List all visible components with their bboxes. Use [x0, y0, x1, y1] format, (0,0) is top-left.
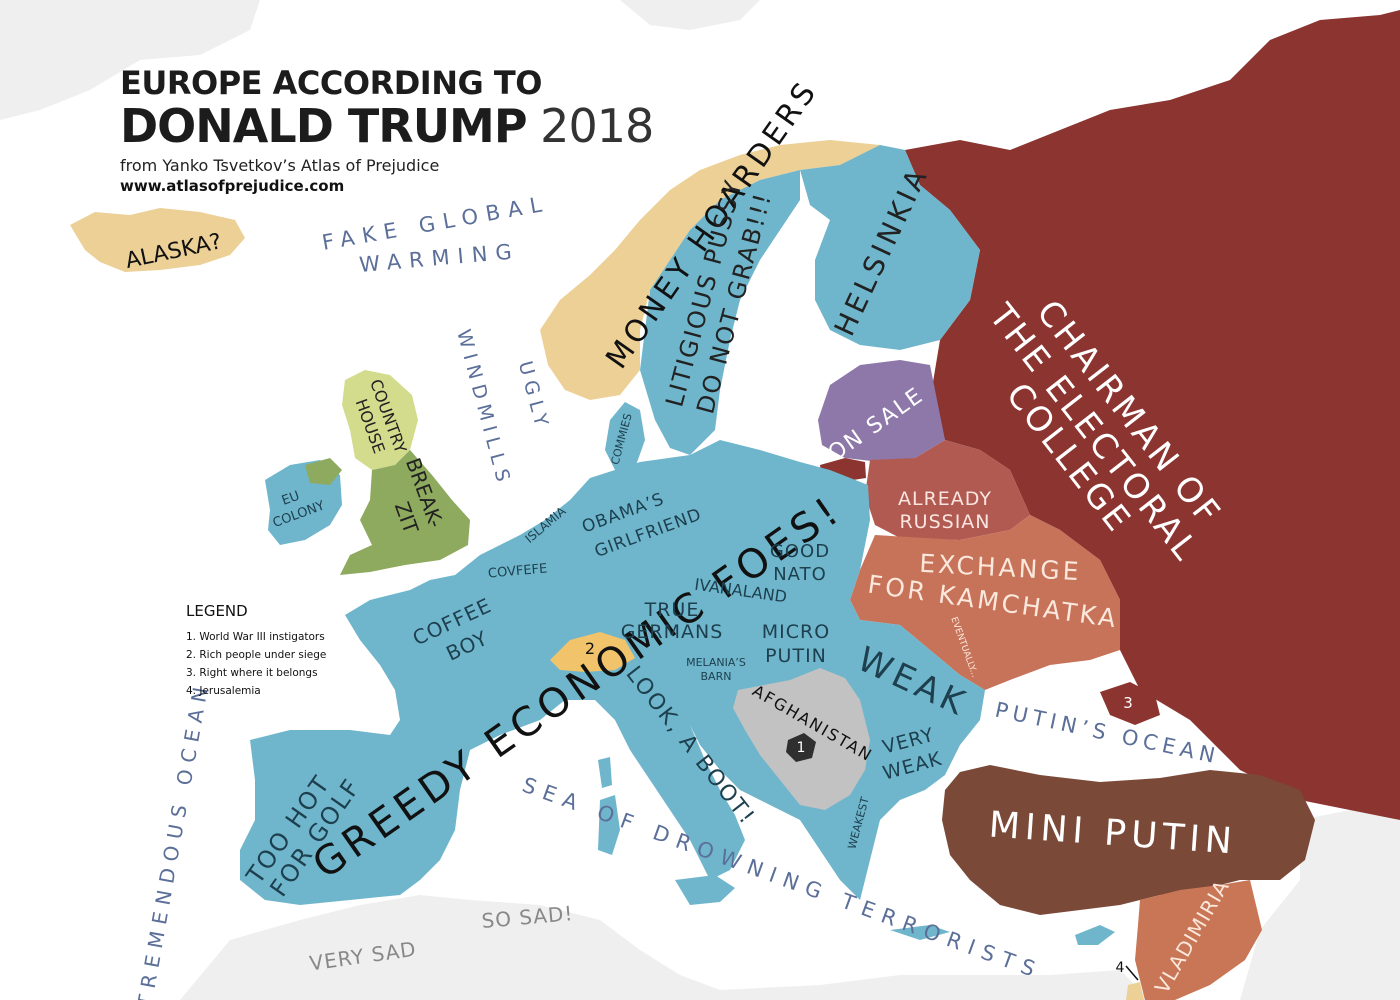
corsica: [598, 757, 612, 788]
norway: [540, 140, 905, 400]
syria: [1135, 880, 1262, 1000]
label-sea-atlantic: TREMENDOUS OCEAN: [132, 678, 213, 1000]
marker-4-pointer: [1125, 965, 1139, 981]
label-sea-north-sea-2: WINDMILLS: [452, 327, 515, 490]
turkey: [942, 765, 1315, 915]
label-poland-1: GOOD: [770, 541, 830, 562]
sicily: [675, 875, 735, 905]
israel: [1126, 982, 1144, 1000]
title-year: 2018: [540, 99, 654, 153]
belarus: [865, 440, 1030, 540]
legend-item-1: 1. World War III instigators: [186, 631, 325, 643]
marker-3: 3: [1123, 694, 1133, 712]
title-name: DONALD TRUMP: [120, 99, 528, 153]
markers: 1 2 3 4: [585, 639, 1139, 981]
legend-item-4: 4. Jerusalemia: [186, 685, 261, 697]
sweden: [640, 170, 800, 455]
label-belgium: COVFEFE: [487, 561, 547, 581]
russia: [905, 10, 1400, 820]
marker-2: 2: [585, 639, 595, 658]
label-austria-2: GERMANS: [621, 621, 724, 643]
label-sea-north-sea-1: UGLY: [514, 359, 554, 435]
label-slovakia-1: MICRO: [762, 621, 830, 643]
label-slovenia-1: MELANIA’S: [686, 656, 746, 669]
montenegro: [786, 733, 816, 762]
label-slovakia-2: PUTIN: [765, 645, 827, 667]
label-ireland-1: EU: [280, 489, 302, 509]
label-poland-2: NATO: [773, 564, 827, 585]
switzerland: [550, 632, 635, 672]
label-sea-north-atlantic-2: WARMING: [358, 239, 520, 277]
northern-ireland: [305, 458, 342, 485]
ukraine: [850, 515, 1120, 690]
label-slovenia-2: BARN: [701, 670, 732, 683]
label-belarus-2: RUSSIAN: [899, 511, 990, 533]
arctic-land: [620, 0, 760, 30]
label-belarus-1: ALREADY: [898, 488, 992, 510]
legend: LEGEND 1. World War III instigators 2. R…: [186, 602, 326, 700]
label-austria-1: TRUE: [644, 599, 700, 621]
legend-item-2: 2. Rich people under siege: [186, 649, 327, 661]
legend-heading: LEGEND: [186, 602, 248, 620]
title-line-2: DONALD TRUMP 2018: [120, 99, 654, 153]
title-block: EUROPE ACCORDING TO DONALD TRUMP 2018 fr…: [120, 64, 654, 195]
africa-land: [180, 895, 1150, 1000]
denmark: [605, 402, 645, 470]
finland: [800, 145, 980, 350]
baltics: [818, 360, 945, 462]
website-link[interactable]: www.atlasofprejudice.com: [120, 177, 345, 195]
crimea: [1100, 682, 1160, 725]
england-wales: [340, 450, 470, 575]
cyprus: [1075, 925, 1115, 945]
legend-item-3: 3. Right where it belongs: [186, 667, 318, 679]
title-line-1: EUROPE ACCORDING TO: [120, 64, 542, 102]
iceland: [70, 208, 245, 272]
scotland: [342, 370, 418, 470]
sardinia: [598, 795, 620, 855]
greenland-land: [0, 0, 260, 120]
marker-1: 1: [797, 740, 806, 756]
crete: [890, 925, 950, 940]
middle-east-land: [1240, 800, 1400, 1000]
credit-line: from Yanko Tsvetkov’s Atlas of Prejudice: [120, 156, 440, 175]
marker-4: 4: [1116, 960, 1125, 976]
